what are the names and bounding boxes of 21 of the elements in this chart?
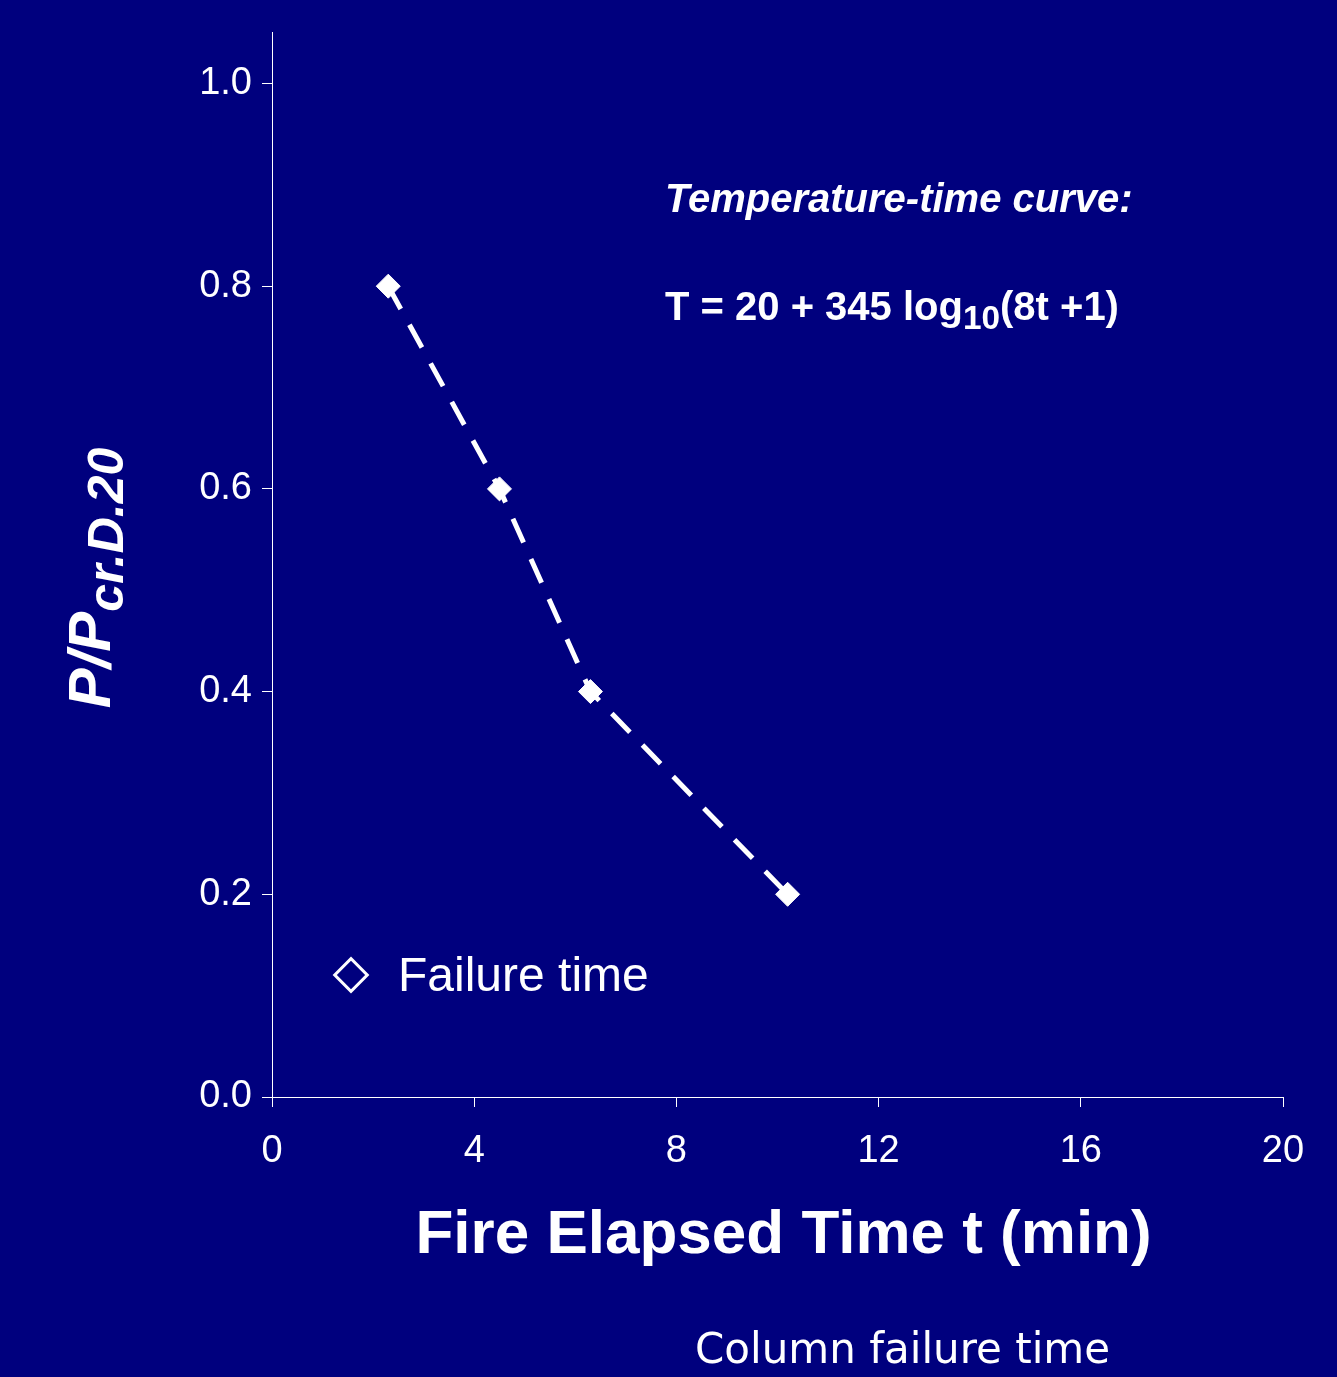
point (375, 273, 401, 299)
point (577, 679, 603, 705)
x-tick-label: 12 (857, 1128, 900, 1171)
x-tick-label: 4 (463, 1128, 485, 1171)
y-tick-label: 0.2 (199, 870, 252, 913)
point (486, 476, 512, 502)
y-tick-label: 1.0 (199, 59, 252, 102)
x-axis-title: Fire Elapsed Time t (min) (415, 1196, 1152, 1267)
y-tick-label: 0.6 (199, 465, 252, 508)
x-tick-label: 8 (665, 1128, 687, 1171)
point (775, 881, 801, 907)
annotation: T = 20 + 345 log$_{10}$(8t +1) (665, 284, 1119, 337)
legend-label: Failure time (398, 947, 649, 1002)
text: Column failure time (695, 1324, 1111, 1373)
x-tick-label: 0 (261, 1128, 283, 1171)
y-tick-label: 0.0 (199, 1073, 252, 1116)
y-tick-label: 0.8 (199, 262, 252, 305)
annotation: Temperature-time curve: (665, 176, 1133, 221)
x-tick-label: 20 (1261, 1128, 1305, 1171)
y-tick-label: 0.4 (199, 668, 252, 711)
x-tick-label: 16 (1059, 1128, 1102, 1171)
